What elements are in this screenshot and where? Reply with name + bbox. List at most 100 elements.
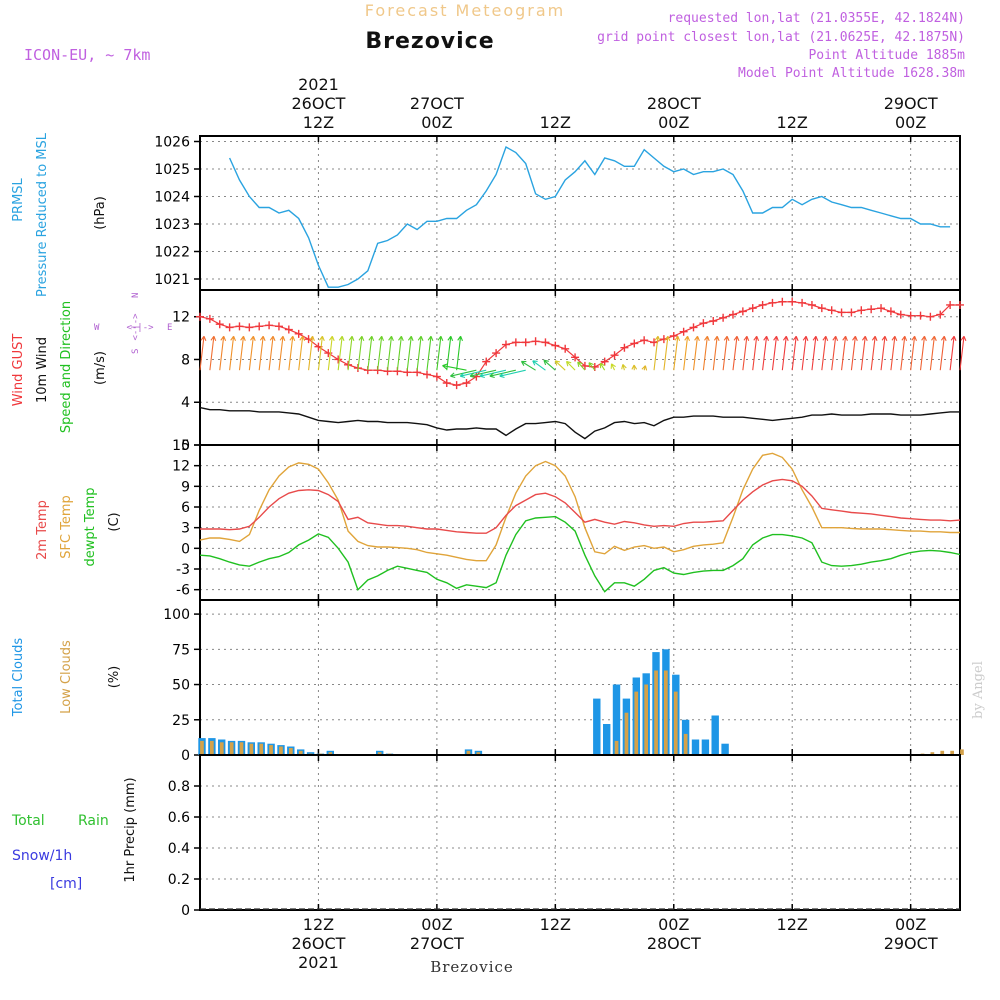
wind-gust-marker bbox=[778, 297, 787, 306]
wind-gust-marker bbox=[551, 341, 560, 350]
pressure-labels: PRMSL Pressure Reduced to MSL (hPa) bbox=[11, 132, 108, 297]
wind-direction-arrow bbox=[416, 335, 424, 371]
y-tick-label: 50 bbox=[172, 678, 190, 694]
time-tick-label: 12Z bbox=[540, 113, 571, 132]
wind-gust-marker bbox=[225, 323, 234, 332]
sfc-temp-line bbox=[199, 452, 960, 562]
wind-gust-marker bbox=[284, 325, 293, 334]
low-cloud-bar bbox=[298, 750, 303, 755]
compass-rose: N <-|-> S W <-|-> E bbox=[94, 293, 172, 354]
wind-direction-arrow bbox=[288, 335, 296, 371]
y-tick-label: 0.6 bbox=[168, 810, 190, 826]
wind-gust-marker bbox=[511, 338, 520, 347]
wind-gust-marker bbox=[620, 343, 629, 352]
wind-gust-marker bbox=[758, 300, 767, 309]
panel-5: 0 0.2 0.4 0.6 0.8 bbox=[168, 754, 961, 919]
wind-gust-marker bbox=[768, 298, 777, 307]
wind-direction-arrow bbox=[900, 335, 908, 371]
time-tick-label: 12Z bbox=[777, 915, 808, 934]
model-altitude: Model Point Altitude 1628.38m bbox=[738, 66, 965, 81]
wind-direction-arrow bbox=[791, 335, 799, 371]
requested-coordinates: requested lon,lat (21.0355E, 42.1824N) bbox=[668, 11, 965, 26]
wind-gust-marker bbox=[847, 308, 856, 317]
low-cloud-bar bbox=[269, 745, 273, 755]
wind-gust-marker bbox=[215, 320, 224, 329]
dewpt-temp-line bbox=[199, 515, 961, 593]
wind-direction-arrow bbox=[631, 364, 638, 371]
temp-unit: (C) bbox=[107, 512, 122, 531]
wind-gust-marker bbox=[689, 323, 698, 332]
wind-gust-marker bbox=[462, 379, 471, 387]
y-tick-label: 15 bbox=[172, 438, 190, 454]
temperature-labels: 2m Temp SFC Temp dewpt Temp (C) bbox=[35, 487, 122, 566]
wind-gust-marker bbox=[304, 335, 313, 344]
wind-direction-arrow bbox=[910, 335, 918, 371]
wind-direction-arrow bbox=[377, 335, 385, 371]
wind-gust-marker bbox=[867, 305, 876, 314]
wind-gust-marker bbox=[541, 338, 550, 347]
wind-gust-marker bbox=[916, 311, 925, 320]
wind-direction-arrow bbox=[199, 335, 207, 371]
wind-gust-marker bbox=[630, 339, 639, 348]
wind-gust-marker bbox=[640, 336, 649, 345]
compass-north: N bbox=[131, 293, 141, 298]
wind-direction-arrow bbox=[811, 335, 819, 371]
wind-gust-marker bbox=[738, 307, 747, 316]
low-cloud-bar bbox=[289, 748, 293, 755]
time-tick-label: 26OCT bbox=[291, 934, 345, 953]
low-cloud-bar bbox=[219, 742, 224, 755]
wind-direction-arrow bbox=[327, 335, 335, 371]
wind-direction-arrow bbox=[357, 335, 365, 371]
compass-east: E bbox=[167, 323, 172, 333]
wind-direction-arrow bbox=[317, 335, 325, 371]
wind-direction-arrow bbox=[520, 360, 536, 371]
time-tick-label: 00Z bbox=[421, 915, 452, 934]
wind-direction-arrow bbox=[673, 335, 681, 371]
total-cloud-bar bbox=[691, 739, 700, 755]
low-cloud-bar bbox=[654, 670, 658, 755]
low-cloud-bar bbox=[279, 746, 283, 755]
wind-gust-marker bbox=[531, 337, 540, 346]
header-title: Forecast Meteogram bbox=[365, 1, 565, 20]
low-cloud-bar bbox=[377, 752, 382, 755]
wind-direction-arrow bbox=[278, 335, 286, 371]
watermark: by Angel bbox=[971, 661, 986, 719]
y-tick-label: 0 bbox=[181, 438, 190, 454]
wind-gust-marker bbox=[521, 338, 530, 347]
wind-gust-marker bbox=[807, 300, 816, 309]
wind-direction-arrow bbox=[841, 335, 848, 371]
y-tick-label: 0 bbox=[181, 541, 190, 557]
low-cloud-bar bbox=[229, 742, 234, 755]
total-cloud-bar bbox=[612, 684, 621, 755]
precip-snow-label: Snow/1h bbox=[12, 848, 72, 864]
temp-dewpt-label: dewpt Temp bbox=[83, 487, 98, 566]
time-tick-label: 27OCT bbox=[410, 94, 464, 113]
cloud-labels: Total Clouds Low Clouds (%) bbox=[11, 638, 122, 718]
wind-direction-arrow bbox=[386, 335, 394, 371]
y-tick-label: 1026 bbox=[154, 135, 190, 151]
wind-direction-arrow bbox=[752, 335, 760, 371]
wind-gust-marker bbox=[610, 351, 619, 360]
wind-speed-line bbox=[199, 406, 960, 440]
wind-direction-arrow bbox=[426, 335, 434, 371]
compass-arrows-vertical: <-|-> bbox=[131, 313, 141, 341]
wind-speed-direction-label: Speed and Direction bbox=[59, 301, 74, 433]
y-tick-label: -6 bbox=[176, 583, 190, 599]
wind-direction-arrow bbox=[653, 335, 661, 371]
pressure-label-prmsl: PRMSL bbox=[11, 177, 26, 221]
y-tick-label: 8 bbox=[181, 352, 190, 368]
low-cloud-bar bbox=[614, 740, 619, 755]
y-tick-label: 1025 bbox=[154, 162, 190, 178]
wind-direction-arrow bbox=[860, 335, 868, 371]
time-tick-label: 12Z bbox=[303, 915, 334, 934]
y-tick-label: 0.2 bbox=[168, 872, 190, 888]
wind-direction-arrow bbox=[599, 362, 606, 371]
temp-2m-line bbox=[200, 478, 961, 534]
wind-gust-marker bbox=[442, 379, 451, 387]
wind-direction-arrow bbox=[229, 335, 237, 371]
y-tick-label: 12 bbox=[172, 310, 190, 326]
low-cloud-bar bbox=[466, 750, 471, 755]
wind-direction-arrow bbox=[641, 365, 648, 371]
